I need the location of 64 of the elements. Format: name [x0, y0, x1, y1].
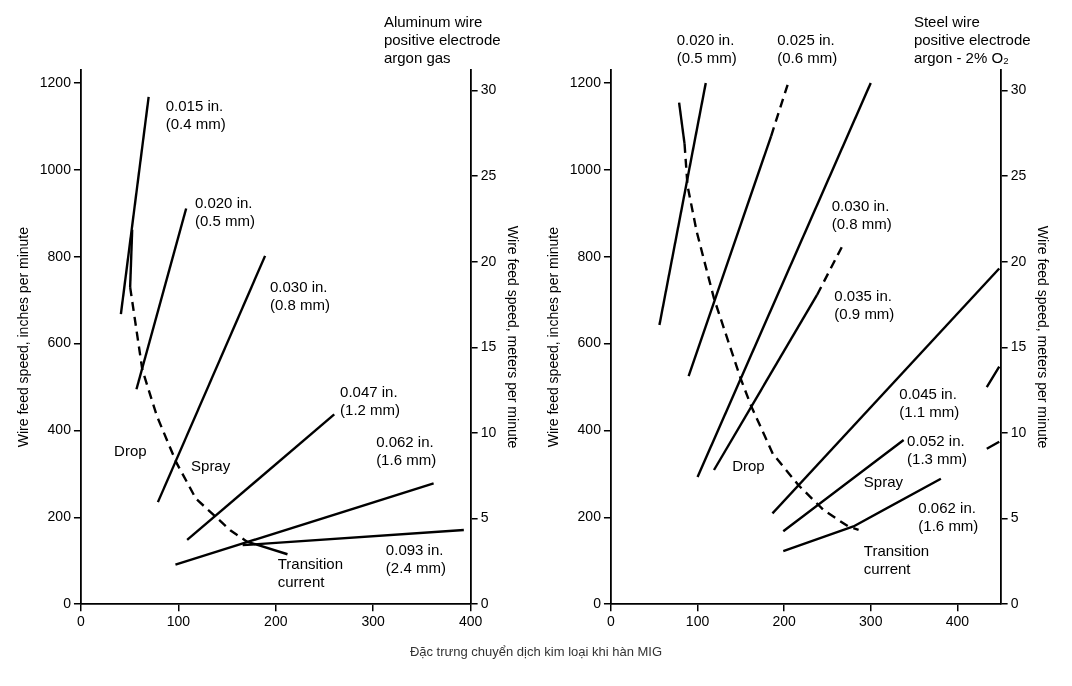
- y-tick-label: 600: [47, 334, 72, 351]
- y-tick-label: 1000: [569, 160, 602, 177]
- y-tick-label: 200: [577, 508, 602, 525]
- series-label: 0.025 in. (0.6 mm): [777, 30, 838, 66]
- series-label: 0.030 in. (0.8 mm): [269, 277, 330, 313]
- y2-tick-label: 5: [480, 509, 489, 526]
- y2-tick-label: 0: [1010, 595, 1019, 612]
- x-tick-label: 400: [945, 613, 970, 630]
- y-axis-title: Wire feed speed, inches per minute: [545, 226, 562, 448]
- x-tick-label: 200: [264, 613, 288, 630]
- series-label: 0.047 in. (1.2 mm): [340, 383, 401, 419]
- y-tick-label: 800: [577, 247, 602, 264]
- y-tick-label: 1200: [39, 73, 72, 90]
- x-tick-label: 300: [859, 613, 883, 630]
- y-tick-label: 400: [47, 421, 72, 438]
- text: Đặc trưng chuyển dịch kim loại khi hàn MIG: [408, 644, 664, 659]
- y2-tick-label: 5: [1010, 509, 1019, 526]
- y-tick-label: 800: [47, 247, 72, 264]
- series-label: 0.045 in. (1.1 mm): [899, 384, 960, 420]
- series-label: 0.052 in. (1.3 mm): [907, 432, 968, 468]
- annotation: Drop: [732, 456, 765, 474]
- x-tick-label: 400: [458, 613, 483, 630]
- annotation: Spray: [191, 456, 231, 474]
- annotation: Transition current: [863, 541, 930, 577]
- y2-tick-label: 10: [1010, 423, 1027, 440]
- series-label: 0.062 in. (1.6 mm): [376, 433, 437, 469]
- chart-title: Steel wire positive electrode argon - 2% O₂: [913, 12, 1031, 66]
- x-tick-label: 0: [77, 613, 86, 630]
- series-label: 0.015 in. (0.4 mm): [165, 96, 226, 132]
- y2-tick-label: 30: [1010, 81, 1027, 98]
- text: 0.020 in. (0.5 mm): [676, 30, 737, 66]
- y2-tick-label: 15: [1010, 338, 1027, 355]
- y2-tick-label: 25: [480, 167, 497, 184]
- y-tick-label: 1000: [39, 160, 72, 177]
- y2-tick-label: 0: [480, 595, 489, 612]
- chart-title: Aluminum wire positive electrode argon gas: [383, 12, 501, 66]
- series-label: 0.035 in. (0.9 mm): [834, 287, 895, 323]
- x-tick-label: 0: [607, 613, 616, 630]
- series-label: 0.093 in. (2.4 mm): [385, 541, 446, 577]
- annotation: Spray: [863, 472, 904, 490]
- x-tick-label: 100: [685, 613, 710, 630]
- x-tick-label: 100: [166, 613, 191, 630]
- y-tick-label: 1200: [569, 73, 602, 90]
- y2-axis-title: Wire feed speed, meters per minute: [504, 225, 521, 449]
- x-tick-label: 300: [361, 613, 386, 630]
- y-tick-label: 200: [47, 508, 72, 525]
- annotation: Transition current: [277, 555, 344, 591]
- y2-tick-label: 10: [480, 423, 497, 440]
- y2-axis-title: Wire feed speed, meters per minute: [1034, 225, 1051, 449]
- annotation: Drop: [114, 442, 147, 460]
- y2-tick-label: 20: [480, 252, 497, 269]
- y-tick-label: 600: [577, 334, 602, 351]
- series-label: 0.062 in. (1.6 mm): [918, 499, 979, 535]
- y-tick-label: 400: [577, 421, 602, 438]
- y-axis-title: Wire feed speed, inches per minute: [15, 226, 32, 448]
- series-label: 0.030 in. (0.8 mm): [831, 197, 892, 233]
- x-tick-label: 200: [772, 613, 797, 630]
- y2-tick-label: 25: [1010, 167, 1027, 184]
- y2-tick-label: 15: [480, 338, 497, 355]
- y-tick-label: 0: [63, 595, 72, 612]
- y2-tick-label: 20: [1010, 252, 1027, 269]
- series-label: 0.020 in. (0.5 mm): [194, 193, 255, 229]
- y-tick-label: 0: [593, 595, 602, 612]
- y2-tick-label: 30: [480, 81, 497, 98]
